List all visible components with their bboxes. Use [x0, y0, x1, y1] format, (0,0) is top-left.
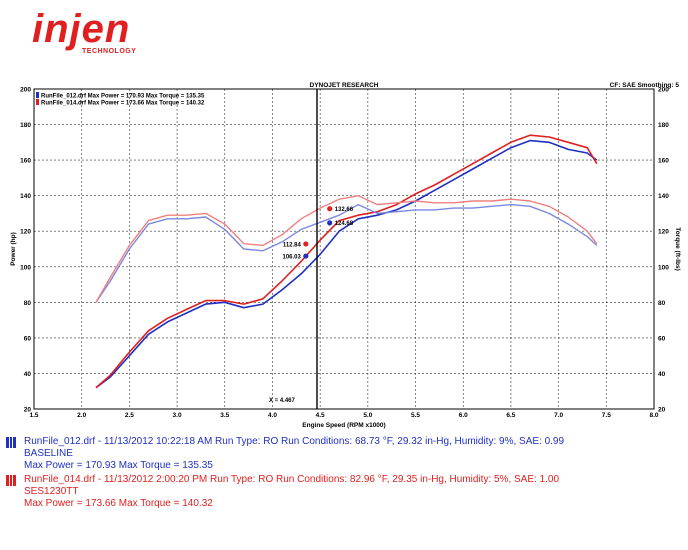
logo-brand: injen	[32, 7, 130, 51]
series-line-power-runfile-012-drf	[95, 139, 598, 389]
axis-ticks: 1.5 2.0 2.5 3.0 3.5 4.0 4.5 5.0 5.5 6.0 6.5 7.0 7.5 8…	[20, 87, 669, 420]
x-tick-label: 5.0	[363, 412, 372, 419]
chart-top-right-note: CF: SAE Smoothing: 5	[610, 82, 680, 89]
y-tick-label-left: 140	[20, 193, 31, 200]
y-tick-label-right: 160	[658, 158, 669, 165]
marker-group: 132.66 124.68 112.84 106.03	[282, 206, 354, 260]
y-tick-label-left: 200	[20, 87, 31, 94]
y-tick-label-right: 120	[658, 229, 669, 236]
series-line-torque-runfile-012-drf	[95, 203, 598, 303]
y-tick-label-right: 40	[658, 371, 666, 378]
x-tick-label: 1.5	[29, 412, 38, 419]
run-legend-2-line2: SES1230TT	[24, 486, 79, 497]
run-legend-2-swatch	[6, 475, 16, 486]
run-legend-1-line1: RunFile_012.drf - 11/13/2012 10:22:18 AM…	[24, 436, 565, 447]
y-tick-label-left: 20	[24, 407, 32, 414]
x-tick-label: 6.5	[506, 412, 515, 419]
marker-value-label: 112.84	[283, 242, 302, 248]
y-tick-label-left: 40	[24, 371, 32, 378]
marker-point	[327, 220, 333, 226]
run-legend-1-swatch	[6, 437, 16, 448]
plot-frame	[33, 88, 655, 410]
run-legend-1-line2: BASELINE	[24, 448, 73, 459]
inner-legend-item-2: RunFile_014.drf Max Power = 173.66 Max T…	[41, 101, 205, 107]
x-tick-label: 8.0	[649, 412, 658, 419]
marker-value-label: 106.03	[282, 254, 301, 260]
run-legend-2-line3: Max Power = 173.66 Max Torque = 140.32	[24, 498, 213, 509]
inner-legend: RunFile_012.drf Max Power = 170.93 Max T…	[36, 92, 205, 107]
marker-value-label: 124.68	[335, 221, 354, 227]
y-tick-label-right: 200	[658, 87, 669, 94]
x-tick-label: 4.5	[316, 412, 325, 419]
y-tick-label-left: 60	[24, 335, 32, 342]
y-tick-label-right: 100	[658, 264, 669, 271]
y-tick-label-right: 180	[658, 122, 669, 129]
series-line-torque-runfile-014-drf	[95, 195, 598, 303]
run-legend-2-line1: RunFile_014.drf - 11/13/2012 2:00:20 PM …	[24, 474, 560, 485]
logo-tagline: TECHNOLOGY	[82, 48, 136, 55]
y-tick-label-right: 60	[658, 335, 666, 342]
marker-point	[303, 241, 309, 247]
inner-legend-swatch-2	[36, 99, 39, 105]
y-tick-label-left: 160	[20, 158, 31, 165]
x-tick-label: 7.0	[554, 412, 563, 419]
x-tick-label: 3.5	[220, 412, 229, 419]
chart-title: DYNOJET RESEARCH	[310, 82, 379, 89]
series-line-power-runfile-014-drf	[95, 134, 598, 389]
injen-logo: injen TECHNOLOGY	[32, 7, 136, 55]
x-tick-label: 5.5	[411, 412, 420, 419]
x-tick-label: 6.0	[459, 412, 468, 419]
x-tick-label: 3.0	[173, 412, 182, 419]
grid	[34, 89, 654, 409]
run-legend-1-line3: Max Power = 170.93 Max Torque = 135.35	[24, 460, 213, 471]
marker-value-label: 132.66	[335, 207, 354, 213]
y-tick-label-left: 120	[20, 229, 31, 236]
marker-point	[303, 253, 309, 259]
run-legend-2: RunFile_014.drf - 11/13/2012 2:00:20 PM …	[0, 474, 688, 514]
y-tick-label-left: 100	[20, 264, 31, 271]
y-tick-label-left: 180	[20, 122, 31, 129]
dyno-chart: 1.5 2.0 2.5 3.0 3.5 4.0 4.5 5.0 5.5 6.0 6.5 7.0 7.5 8…	[10, 82, 681, 429]
run-legend-1: RunFile_012.drf - 11/13/2012 10:22:18 AM…	[0, 436, 688, 476]
y-tick-label-right: 140	[658, 193, 669, 200]
y-tick-label-right: 80	[658, 300, 666, 307]
y-axis-label-right: Torque (ft-lbs)	[674, 227, 681, 271]
x-tick-label: 2.0	[77, 412, 86, 419]
inner-legend-item-1: RunFile_012.drf Max Power = 170.93 Max T…	[41, 94, 205, 100]
marker-point	[327, 206, 333, 212]
x-axis-label: Engine Speed (RPM x1000)	[302, 422, 385, 429]
x-tick-label: 7.5	[602, 412, 611, 419]
x-tick-label: 2.5	[125, 412, 134, 419]
series-group	[95, 134, 598, 389]
y-tick-label-left: 80	[24, 300, 32, 307]
cursor-label: X = 4.467	[269, 398, 296, 404]
inner-legend-swatch-1	[36, 92, 39, 98]
y-axis-label-left: Power (hp)	[10, 232, 17, 266]
y-tick-label-right: 20	[658, 407, 666, 414]
x-tick-label: 4.0	[268, 412, 277, 419]
